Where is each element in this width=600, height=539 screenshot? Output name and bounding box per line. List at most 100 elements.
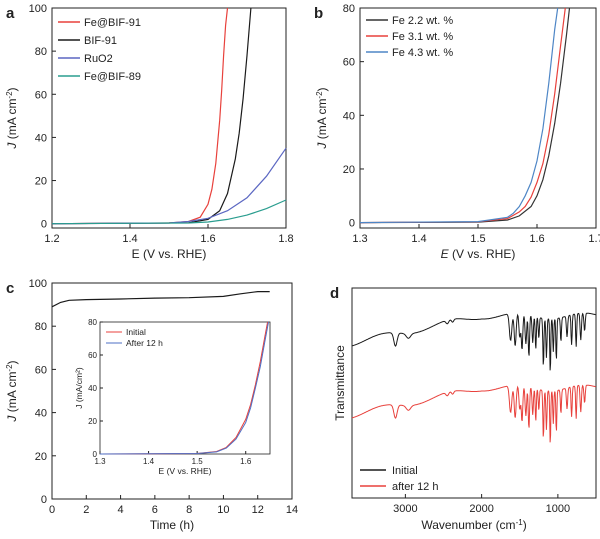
y-tick-label: 20	[88, 417, 97, 426]
y-tick-label: 80	[88, 318, 97, 327]
panel-a-xlabel: E (V vs. RHE)	[132, 247, 207, 261]
series-line-initial	[351, 312, 596, 371]
y-tick-label: 20	[35, 451, 47, 463]
panel-b-xlabel-rest: (V vs. RHE)	[449, 247, 516, 261]
panel-a-ylabel-main: J	[5, 142, 19, 150]
panel-d-frame	[351, 287, 597, 499]
panel-d-xlabel: Wavenumber (cm-1)	[421, 518, 526, 533]
panel-c-frame	[51, 282, 293, 500]
panel-d-xlabel-sup: -1	[516, 518, 524, 527]
panel-a-ylabel-close: )	[5, 87, 19, 91]
y-tick-label: 0	[41, 219, 47, 231]
y-tick-label: 20	[35, 176, 47, 188]
legend-label: Fe 4.3 wt. %	[392, 47, 453, 59]
series-line-bif-91	[51, 7, 252, 225]
x-tick-label: 1.4	[143, 457, 155, 466]
x-tick-label: 8	[186, 504, 192, 516]
legend-label: After 12 h	[126, 338, 163, 348]
x-tick-label: 1.6	[240, 457, 252, 466]
panel-c-ylabel-main: J	[5, 415, 19, 423]
x-tick-label: 1.5	[192, 457, 204, 466]
x-tick-label: 1.6	[529, 233, 544, 245]
x-tick-label: 1.3	[94, 457, 106, 466]
legend-label: Fe@BIF-91	[84, 17, 141, 29]
y-tick-label: 60	[35, 364, 47, 376]
x-tick-label: 3000	[393, 503, 417, 515]
x-tick-label: 1000	[546, 503, 570, 515]
panel-a-ylabel: J (mA cm-2)	[5, 87, 20, 149]
legend-label: Initial	[392, 465, 418, 477]
panel-c-ylabel-close: )	[5, 360, 19, 364]
panel-label-c: c	[6, 280, 14, 297]
legend-label: RuO2	[84, 53, 113, 65]
panel-b-plot: 1.3 1.4 1.5 1.6 1.7 0 20 40 60 80 Fe 2.2 wt. % Fe 3…	[315, 3, 600, 261]
panel-label-a: a	[6, 5, 15, 22]
y-tick-label: 40	[35, 132, 47, 144]
x-tick-label: 1.3	[352, 233, 367, 245]
panel-d-ylabel: Transmittance	[333, 345, 347, 421]
series-line-fe-bif-89	[51, 199, 287, 225]
panel-c-xlabel: Time (h)	[150, 518, 194, 532]
panel-a-ylabel-unit: (mA cm	[5, 99, 19, 143]
legend-label: Fe 3.1 wt. %	[392, 31, 453, 43]
series-line-ruo2	[51, 147, 287, 225]
y-tick-label: 60	[343, 57, 355, 69]
x-tick-label: 1.4	[122, 233, 137, 245]
y-tick-label: 60	[88, 351, 97, 360]
panel-label-d: d	[330, 285, 339, 302]
series-line-fe-3-1-wt-	[359, 7, 566, 224]
x-tick-label: 10	[217, 504, 229, 516]
panel-a-plot: 1.2 1.4 1.6 1.8 0 20 40 60 80 100 Fe@BIF-91 BIF-91 R…	[5, 3, 294, 261]
panel-b-ylabel-close: )	[315, 87, 329, 91]
x-tick-label: 14	[286, 504, 298, 516]
y-tick-label: 40	[343, 110, 355, 122]
series-line-stability	[51, 291, 270, 308]
panel-d-xlabel-main: Wavenumber (cm	[421, 518, 515, 532]
x-tick-label: 1.5	[470, 233, 485, 245]
panel-c-ylabel-unit: (mA cm	[5, 372, 19, 416]
legend-label: Fe 2.2 wt. %	[392, 15, 453, 27]
y-tick-label: 0	[93, 450, 98, 459]
panel-d-xlabel-close: )	[523, 518, 527, 532]
series-line-fe-2-2-wt-	[359, 7, 571, 224]
series-line-after-12-h	[99, 321, 269, 455]
x-tick-label: 1.6	[200, 233, 215, 245]
panel-label-b: b	[314, 5, 323, 22]
x-tick-label: 0	[49, 504, 55, 516]
y-tick-label: 80	[35, 321, 47, 333]
panel-b-ylabel-sup: -2	[315, 91, 324, 99]
panel-d-plot: 3000 2000 1000 Initial after 12 h Wavenumber…	[333, 287, 597, 533]
x-tick-label: 1.2	[44, 233, 59, 245]
inset-ylabel: J (mA/cm²)	[74, 367, 84, 409]
series-line-fe-4-3-wt-	[359, 7, 559, 224]
y-tick-label: 20	[343, 164, 355, 176]
inset-frame	[99, 321, 271, 455]
y-tick-label: 100	[29, 278, 47, 290]
y-tick-label: 100	[29, 3, 47, 15]
legend-label: after 12 h	[392, 481, 438, 493]
y-tick-label: 0	[41, 494, 47, 506]
panel-b-ylabel: J (mA cm-2)	[315, 87, 330, 149]
panel-b-ylabel-main: J	[315, 142, 329, 150]
x-tick-label: 6	[152, 504, 158, 516]
panel-a-frame	[51, 7, 287, 229]
panel-b-xlabel-italic: E	[441, 247, 450, 261]
x-tick-label: 1.8	[278, 233, 293, 245]
x-tick-label: 1.7	[588, 233, 600, 245]
x-tick-label: 12	[252, 504, 264, 516]
x-tick-label: 4	[118, 504, 124, 516]
panel-c-plot: 0 2 4 6 8 10 12 14 0 20 40 60 80 100 Time (h) J (mA c…	[5, 278, 299, 532]
y-tick-label: 0	[349, 218, 355, 230]
panel-b-xlabel: E (V vs. RHE)	[441, 247, 516, 261]
panel-c-ylabel: J (mA cm-2)	[5, 360, 20, 422]
legend-label: BIF-91	[84, 35, 117, 47]
panel-c-ylabel-sup: -2	[5, 364, 14, 372]
panel-b-ylabel-unit: (mA cm	[315, 99, 329, 143]
x-tick-label: 2	[83, 504, 89, 516]
x-tick-label: 1.4	[411, 233, 426, 245]
y-tick-label: 80	[35, 46, 47, 58]
legend-label: Initial	[126, 327, 146, 337]
y-tick-label: 60	[35, 89, 47, 101]
